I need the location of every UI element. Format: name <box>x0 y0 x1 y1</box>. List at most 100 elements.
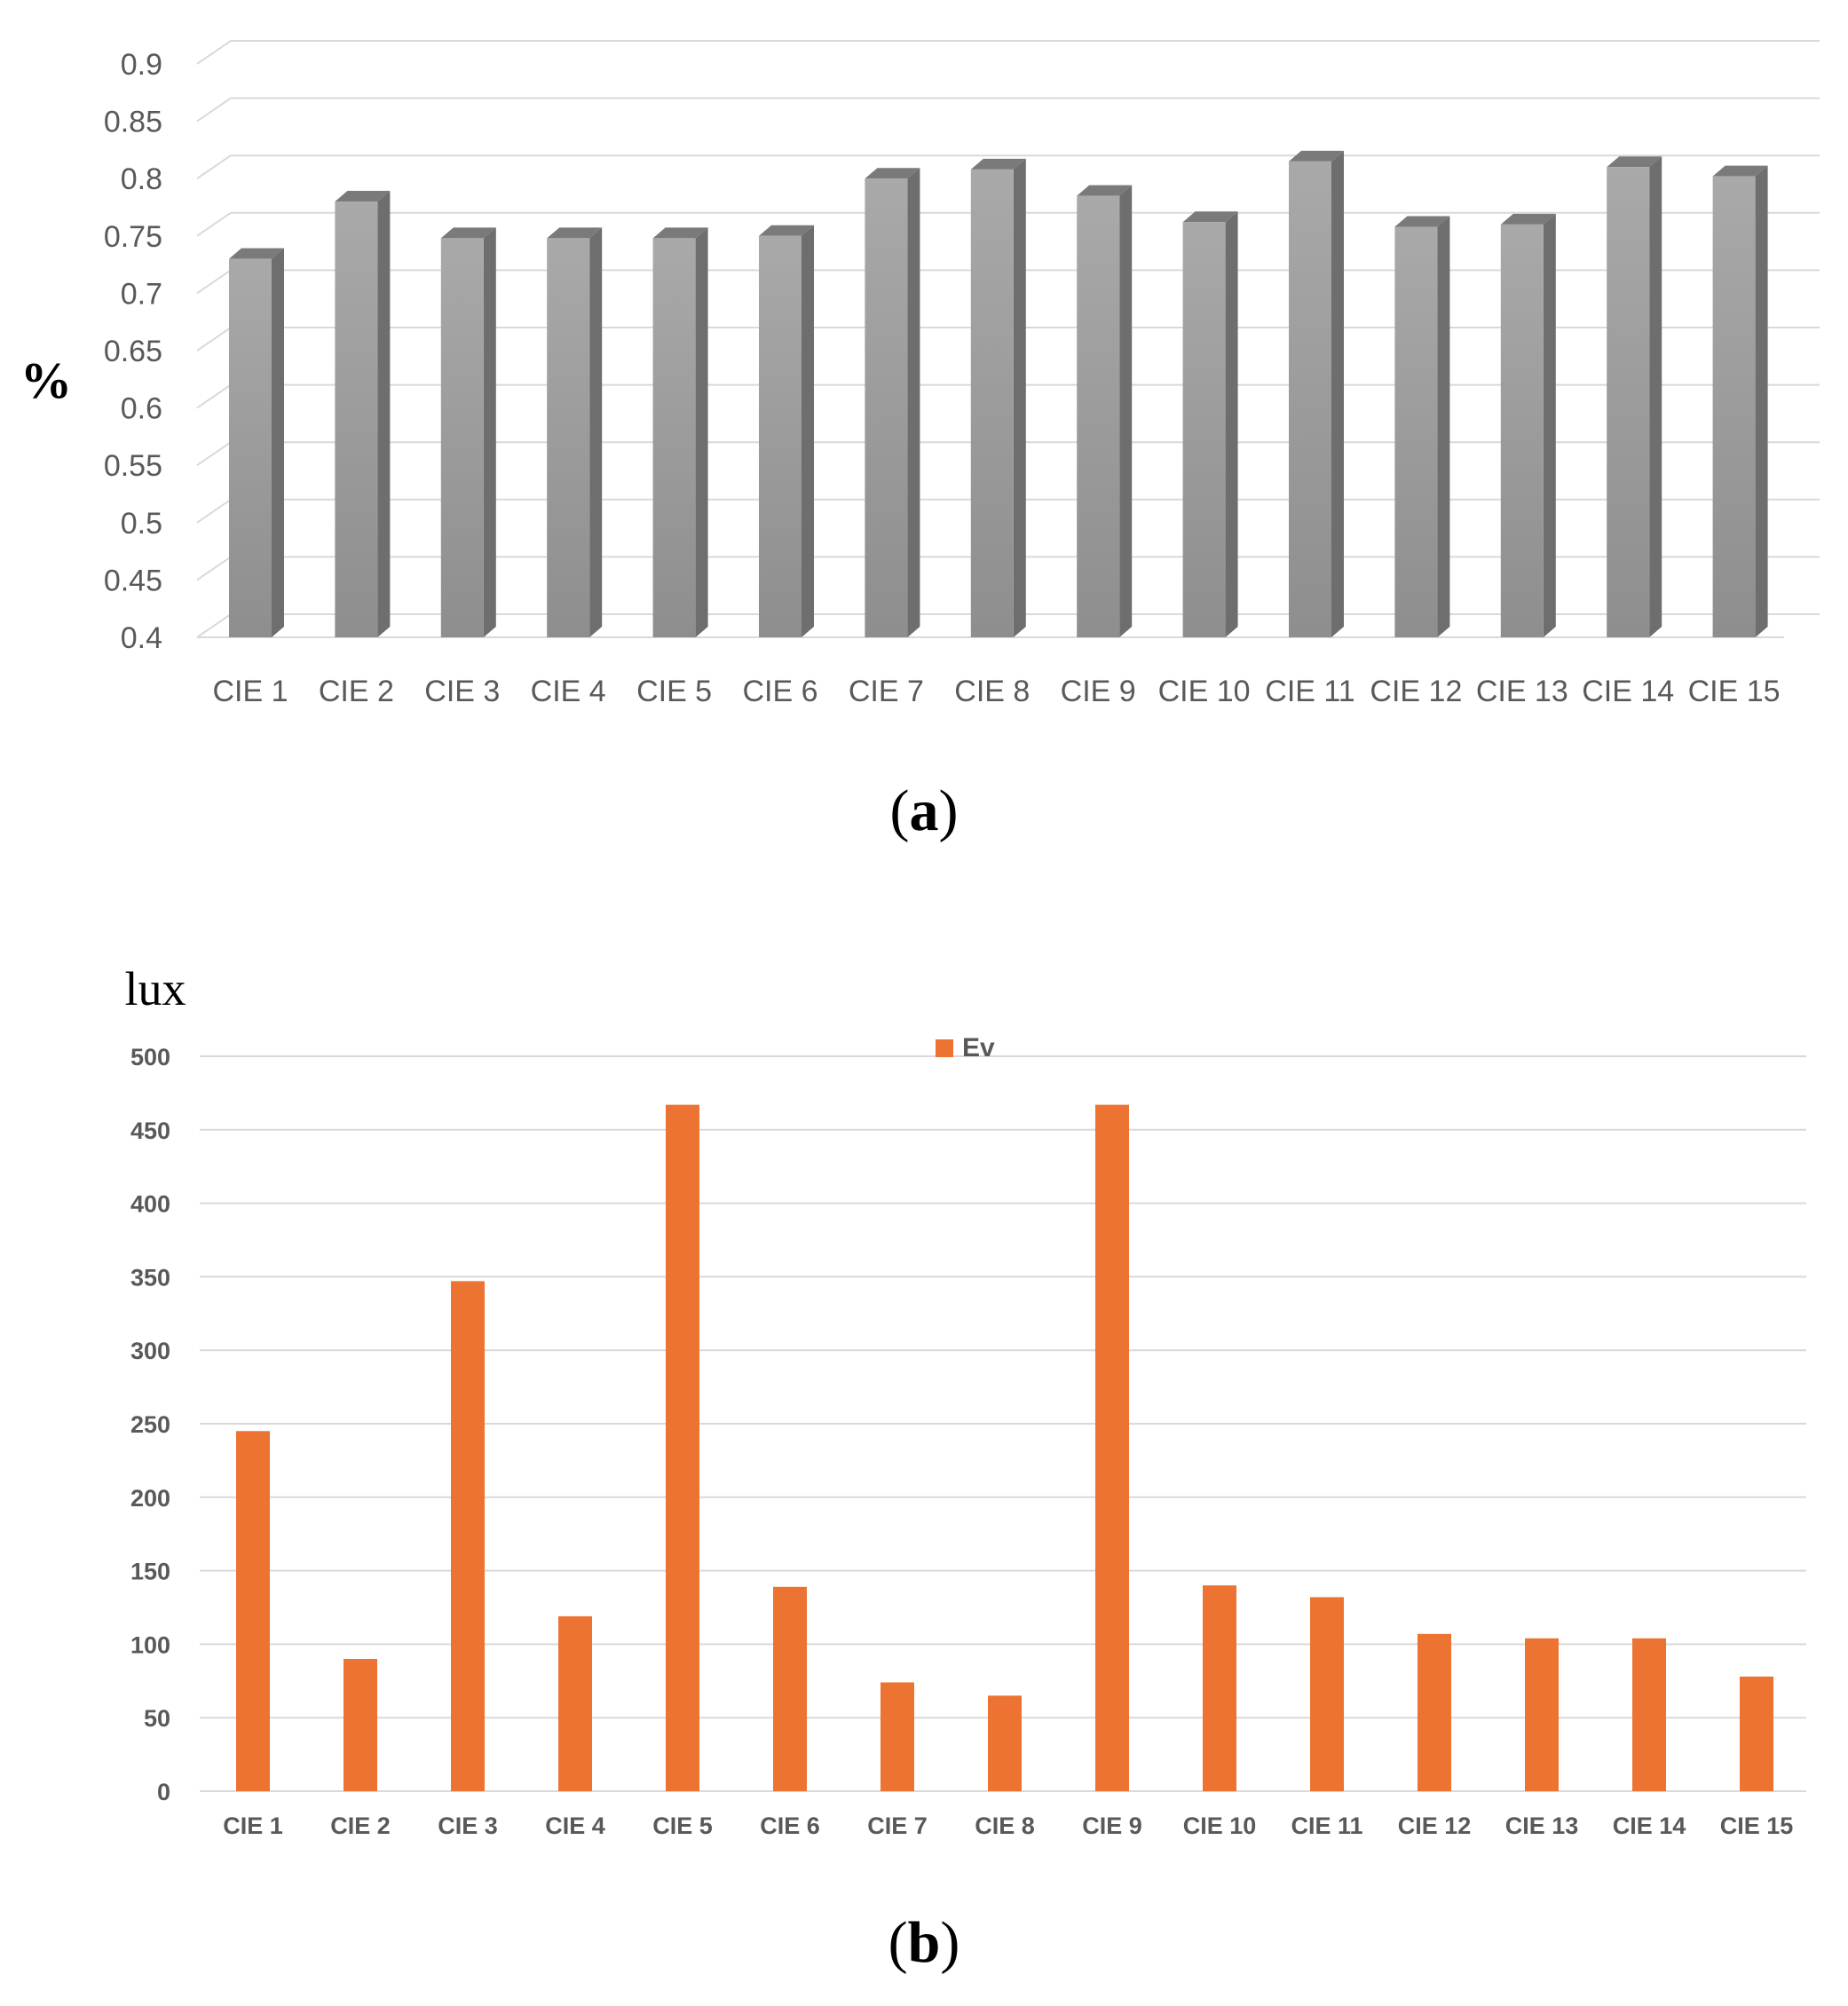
a-gridline-perspective <box>196 383 232 409</box>
a-bar-front <box>1712 176 1756 638</box>
a-bar-side <box>802 225 814 638</box>
a-category-label: CIE 11 <box>1265 675 1354 708</box>
a-bars <box>229 150 1768 638</box>
a-bar-side <box>589 227 603 637</box>
a-bar-front <box>1182 222 1226 637</box>
a-panel-label: (a) <box>890 778 959 843</box>
b-category-label: CIE 15 <box>1720 1813 1794 1839</box>
b-bar <box>1418 1633 1451 1791</box>
b-y-tick-labels: 0 50 100 150 200 250 300 350 400 450 500 <box>130 1044 170 1805</box>
a-y-tick-label: 0.65 <box>104 335 162 368</box>
b-bar <box>1740 1676 1773 1791</box>
a-bar-front <box>865 178 908 637</box>
a-category-label: CIE 8 <box>954 675 1030 708</box>
a-category-label: CIE 5 <box>636 675 712 708</box>
a-bar-side <box>695 227 708 637</box>
b-y-tick-label: 450 <box>130 1118 170 1144</box>
a-category-label: CIE 14 <box>1582 675 1674 708</box>
a-bar <box>970 158 1026 637</box>
a-category-label: CIE 4 <box>531 675 606 708</box>
a-gridline-perspective <box>196 40 232 65</box>
b-bar <box>236 1431 270 1791</box>
a-bar <box>652 227 708 637</box>
b-y-tick-label: 100 <box>130 1631 170 1658</box>
a-bar <box>1500 213 1556 637</box>
a-gridline-perspective <box>196 211 232 237</box>
a-bar-side <box>1543 213 1556 637</box>
b-y-tick-label: 0 <box>157 1779 170 1805</box>
a-bar-side <box>907 168 920 637</box>
b-y-axis-label: lux <box>124 967 186 1015</box>
a-bar <box>1607 156 1662 637</box>
a-bar-top <box>970 158 1026 170</box>
b-y-tick-label: 500 <box>130 1044 170 1070</box>
a-bar <box>865 168 920 637</box>
b-category-label: CIE 5 <box>652 1813 713 1839</box>
b-bar <box>881 1682 914 1791</box>
b-bars <box>236 1104 1773 1791</box>
a-bar <box>1182 211 1238 637</box>
a-bar-top <box>440 227 496 239</box>
b-y-tick-label: 150 <box>130 1559 170 1585</box>
a-bar-top <box>1182 211 1238 223</box>
a-bar <box>547 227 603 637</box>
b-bar <box>666 1104 699 1791</box>
b-legend-label: Ev <box>962 1033 995 1062</box>
b-category-labels: CIE 1 CIE 2 CIE 3 CIE 4 CIE 5 CIE 6 CIE 7 CIE 8… <box>223 1813 1793 1839</box>
a-category-label: CIE 6 <box>742 675 817 708</box>
a-bar-front <box>1394 226 1438 638</box>
a-category-label: CIE 10 <box>1158 675 1251 708</box>
b-bar <box>1632 1638 1666 1791</box>
a-bar-front <box>970 169 1014 637</box>
a-bar-top <box>229 248 284 259</box>
a-category-label: CIE 2 <box>319 675 394 708</box>
b-category-label: CIE 8 <box>975 1813 1035 1839</box>
b-legend-swatch <box>936 1039 953 1057</box>
a-bar-front <box>1077 195 1120 637</box>
a-y-tick-label: 0.7 <box>121 277 162 311</box>
a-category-label: CIE 13 <box>1476 675 1568 708</box>
b-y-tick-label: 400 <box>130 1191 170 1218</box>
a-bar-top <box>865 168 920 179</box>
a-bar <box>335 191 391 638</box>
a-bar-front <box>759 235 802 637</box>
a-bar-side <box>377 191 391 638</box>
a-bar-top <box>335 191 391 202</box>
a-bar-side <box>1437 216 1450 638</box>
a-category-label: CIE 9 <box>1061 675 1136 708</box>
a-y-tick-label: 0.9 <box>121 48 162 82</box>
a-gridline-perspective <box>196 154 232 180</box>
a-gridline-perspective <box>196 498 232 524</box>
a-bar-front <box>652 238 696 637</box>
a-y-tick-labels: 0.4 0.45 0.5 0.55 0.6 0.65 0.7 0.75 0.8 0.85 0.9 <box>104 48 162 655</box>
a-bar-side <box>272 248 284 637</box>
b-bar <box>1203 1585 1236 1791</box>
b-category-label: CIE 13 <box>1505 1813 1579 1839</box>
b-category-label: CIE 14 <box>1613 1813 1686 1839</box>
a-bar-top <box>1289 150 1344 162</box>
a-gridline-perspective <box>196 556 232 581</box>
a-bar-front <box>1289 161 1331 637</box>
a-bar-top <box>547 227 603 239</box>
a-bar <box>440 227 496 637</box>
a-bar-top <box>1500 213 1556 225</box>
a-y-tick-label: 0.55 <box>104 449 162 483</box>
b-y-tick-label: 300 <box>130 1338 170 1364</box>
a-category-label: CIE 7 <box>849 675 924 708</box>
a-bar <box>1077 185 1133 637</box>
a-y-tick-label: 0.85 <box>104 106 162 139</box>
a-bar-side <box>1013 158 1026 637</box>
b-gridlines <box>200 1055 1806 1792</box>
a-bar-side <box>1649 156 1662 637</box>
b-bar <box>1310 1597 1344 1791</box>
a-category-label: CIE 3 <box>424 675 500 708</box>
a-y-tick-label: 0.5 <box>121 507 162 541</box>
b-category-label: CIE 7 <box>867 1813 928 1839</box>
b-bar <box>988 1695 1022 1791</box>
a-y-axis-label: % <box>20 351 72 409</box>
a-bar-front <box>1607 167 1650 637</box>
b-category-label: CIE 9 <box>1082 1813 1142 1839</box>
a-gridline-perspective <box>196 269 232 295</box>
a-y-tick-label: 0.75 <box>104 220 162 254</box>
b-y-tick-label: 50 <box>144 1705 170 1732</box>
